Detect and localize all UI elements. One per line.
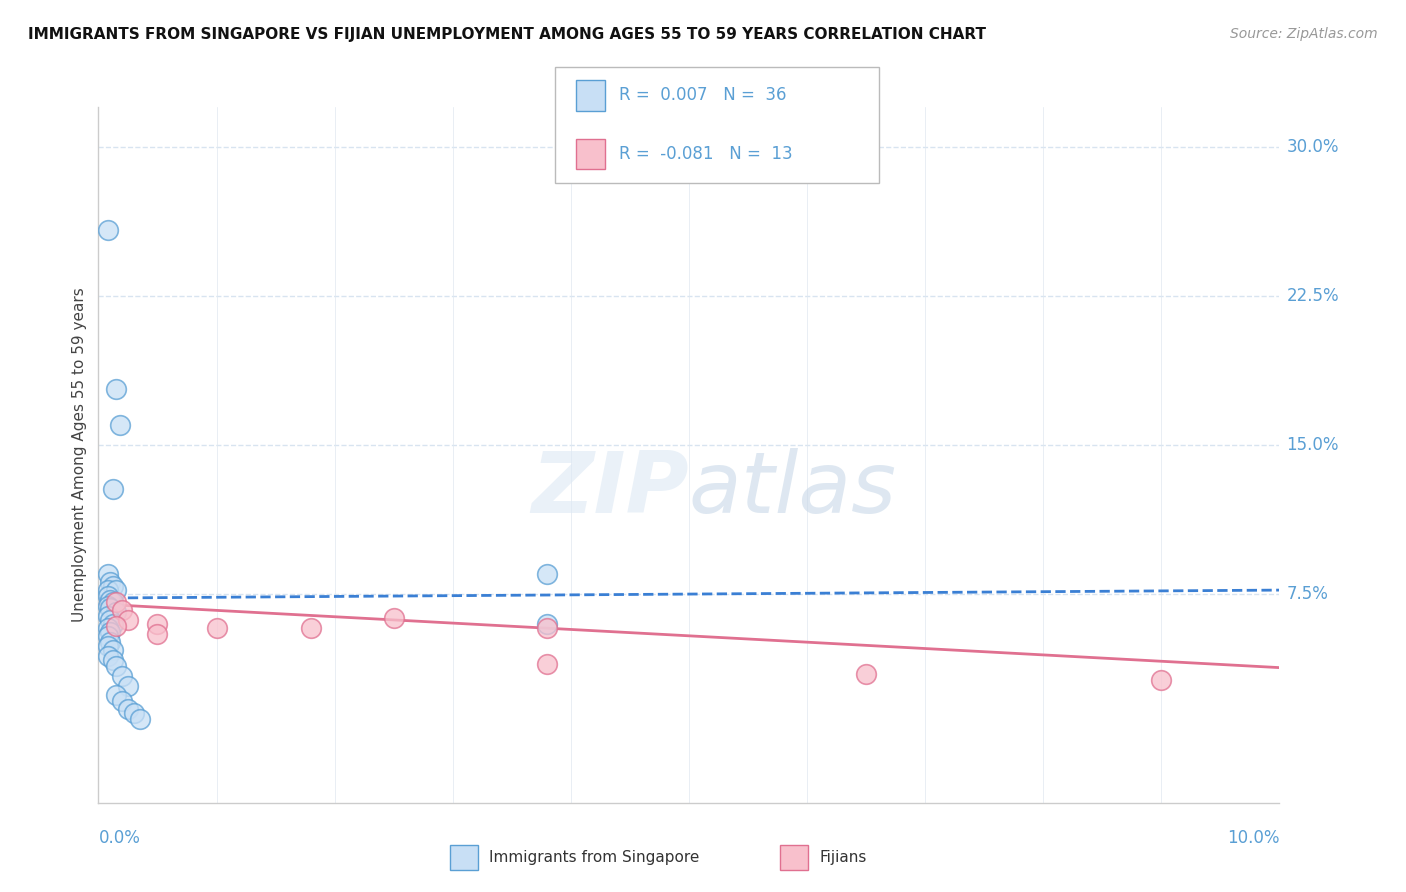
Point xyxy=(108,418,131,433)
Point xyxy=(536,616,558,631)
Point xyxy=(146,616,169,631)
Point xyxy=(97,599,120,613)
Point xyxy=(105,689,128,703)
Point xyxy=(382,611,405,625)
Point xyxy=(101,579,124,593)
Text: R =  0.007   N =  36: R = 0.007 N = 36 xyxy=(619,87,786,104)
Point xyxy=(97,589,120,603)
Point xyxy=(536,657,558,671)
Point xyxy=(111,694,134,708)
Text: 22.5%: 22.5% xyxy=(1286,287,1339,305)
Text: 0.0%: 0.0% xyxy=(98,830,141,847)
Text: 30.0%: 30.0% xyxy=(1286,137,1339,156)
Point xyxy=(117,702,139,716)
Point xyxy=(117,613,139,627)
Point xyxy=(105,595,128,609)
Point xyxy=(97,223,120,237)
Point xyxy=(117,679,139,693)
Point xyxy=(536,621,558,635)
Point xyxy=(101,653,124,667)
Point xyxy=(97,629,120,643)
Point xyxy=(98,613,121,627)
Point xyxy=(101,616,124,631)
Point xyxy=(105,619,128,633)
Point xyxy=(98,601,121,615)
Point xyxy=(105,583,128,598)
Point xyxy=(146,627,169,641)
Point xyxy=(97,609,120,624)
Point xyxy=(101,595,124,609)
Text: IMMIGRANTS FROM SINGAPORE VS FIJIAN UNEMPLOYMENT AMONG AGES 55 TO 59 YEARS CORRE: IMMIGRANTS FROM SINGAPORE VS FIJIAN UNEM… xyxy=(28,27,986,42)
Y-axis label: Unemployment Among Ages 55 to 59 years: Unemployment Among Ages 55 to 59 years xyxy=(72,287,87,623)
Point xyxy=(101,642,124,657)
Point xyxy=(111,603,134,617)
Text: Source: ZipAtlas.com: Source: ZipAtlas.com xyxy=(1230,27,1378,41)
Text: atlas: atlas xyxy=(689,448,897,532)
Point xyxy=(1150,673,1173,687)
Text: Immigrants from Singapore: Immigrants from Singapore xyxy=(489,850,700,864)
Point xyxy=(128,712,150,726)
Text: Fijians: Fijians xyxy=(820,850,868,864)
Point xyxy=(536,567,558,582)
Point xyxy=(98,624,121,639)
Point xyxy=(105,605,128,619)
Point xyxy=(205,621,228,635)
Point xyxy=(97,583,120,598)
Point xyxy=(98,575,121,590)
Point xyxy=(97,621,120,635)
Point xyxy=(98,634,121,648)
Point xyxy=(855,666,877,681)
Text: 10.0%: 10.0% xyxy=(1227,830,1279,847)
Point xyxy=(98,593,121,607)
Point xyxy=(97,639,120,653)
Text: ZIP: ZIP xyxy=(531,448,689,532)
Point xyxy=(105,658,128,673)
Text: 7.5%: 7.5% xyxy=(1286,585,1329,603)
Text: 15.0%: 15.0% xyxy=(1286,436,1339,454)
Point xyxy=(97,648,120,663)
Point xyxy=(97,567,120,582)
Point xyxy=(101,482,124,496)
Point xyxy=(111,668,134,682)
Text: R =  -0.081   N =  13: R = -0.081 N = 13 xyxy=(619,145,792,163)
Point xyxy=(299,621,322,635)
Point xyxy=(105,382,128,396)
Point xyxy=(122,706,145,721)
